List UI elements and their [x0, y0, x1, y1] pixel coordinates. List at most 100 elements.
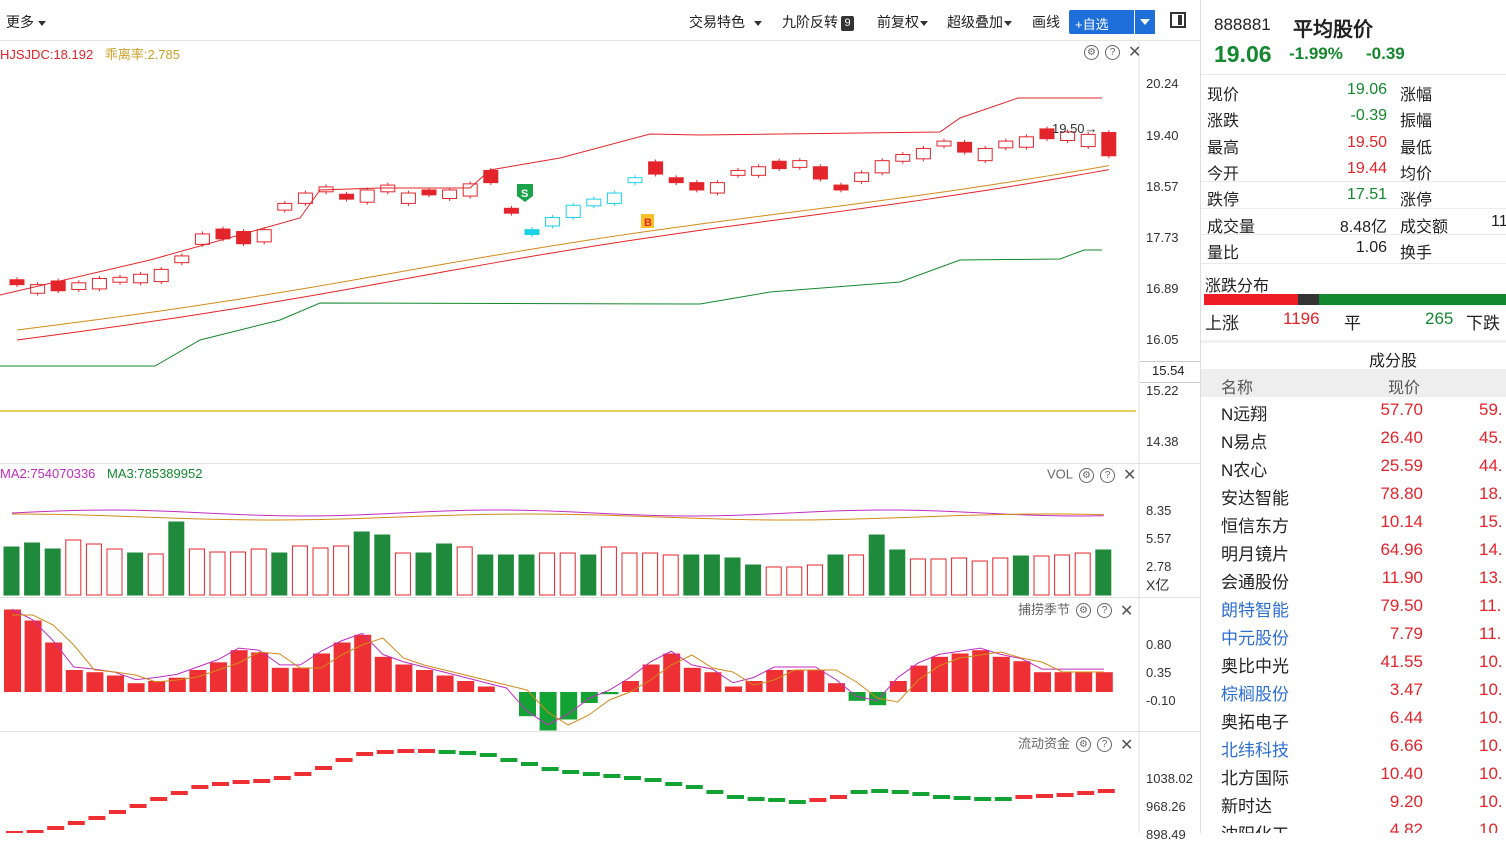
close-icon[interactable]: ✕: [1120, 602, 1134, 620]
season-bar: [601, 692, 619, 695]
list-item[interactable]: 棕榈股份 3.47 10.: [1201, 680, 1506, 708]
toggle-panel-icon[interactable]: [1170, 12, 1186, 28]
draw-line-button[interactable]: 画线: [1032, 12, 1060, 32]
season-line: [12, 614, 1104, 726]
quote-value: 19.50: [1346, 133, 1387, 151]
stock-name[interactable]: 中元股份: [1221, 629, 1289, 648]
flow-segment: [912, 792, 930, 796]
quote-label: 换手: [1400, 244, 1433, 262]
volume-bar: [1074, 552, 1091, 596]
flow-segment: [170, 791, 188, 795]
volume-bar: [3, 546, 20, 596]
chevron-down-icon: [920, 20, 928, 26]
draw-line-label: 画线: [1032, 14, 1060, 30]
adjust-menu[interactable]: 前复权: [877, 12, 928, 32]
help-icon[interactable]: ?: [1105, 44, 1120, 60]
list-item[interactable]: 奥比中光 41.55 10.: [1201, 652, 1506, 680]
stock-name: N远翔: [1221, 405, 1268, 424]
candle-body: [998, 140, 1014, 149]
candle-body: [174, 255, 190, 264]
flat-label: 平: [1344, 314, 1361, 333]
stock-price: 41.55: [1380, 652, 1423, 671]
quote-value: 19.44: [1346, 159, 1387, 177]
volume-bar: [703, 554, 720, 596]
list-item[interactable]: 奥拓电子 6.44 10.: [1201, 708, 1506, 736]
flow-segment: [438, 750, 456, 754]
list-item[interactable]: 新时达 9.20 10.: [1201, 792, 1506, 820]
volume-bar: [992, 557, 1009, 596]
add-watchlist-label: +自选: [1075, 17, 1109, 32]
stock-name[interactable]: 北纬科技: [1221, 741, 1289, 760]
season-bar: [354, 634, 372, 692]
add-watchlist-button[interactable]: +自选: [1069, 10, 1155, 34]
stock-name: 奥比中光: [1221, 657, 1289, 676]
overlay-menu[interactable]: 超级叠加: [947, 12, 1012, 32]
list-item[interactable]: 朗特智能 79.50 11.: [1201, 596, 1506, 624]
stock-change: 10.: [1479, 792, 1503, 811]
volume-bar: [951, 557, 968, 596]
add-watchlist-dropdown[interactable]: [1134, 10, 1155, 34]
up-label: 上涨: [1205, 314, 1239, 333]
quote-label: 现价: [1207, 87, 1240, 104]
settings-icon[interactable]: ⚙: [1076, 737, 1092, 753]
season-bar: [745, 681, 763, 692]
list-item[interactable]: 会通股份 11.90 13.: [1201, 568, 1506, 596]
list-item[interactable]: N远翔 57.70 59.: [1201, 400, 1506, 428]
nine-reverse-button[interactable]: 九阶反转 9: [782, 12, 854, 32]
settings-icon[interactable]: ⚙: [1076, 603, 1092, 619]
candle-body: [751, 166, 767, 176]
help-icon[interactable]: ?: [1100, 467, 1116, 483]
divider: [1201, 340, 1506, 343]
volume-bar: [477, 554, 494, 596]
distribution-up-fill: [1204, 294, 1298, 305]
y-tick-label: 2.78: [1146, 559, 1172, 574]
panel-divider: [0, 463, 1200, 464]
adjust-label: 前复权: [877, 14, 919, 30]
more-menu[interactable]: 更多: [6, 12, 46, 32]
stock-name[interactable]: 棕榈股份: [1221, 685, 1289, 704]
flow-segment: [871, 789, 889, 793]
season-bar: [828, 683, 845, 692]
close-icon[interactable]: ✕: [1128, 44, 1142, 61]
settings-icon[interactable]: ⚙: [1079, 467, 1095, 483]
help-icon[interactable]: ?: [1097, 737, 1113, 753]
close-icon[interactable]: ✕: [1123, 467, 1137, 484]
nine-badge-icon: 9: [841, 15, 854, 31]
volume-bar: [1095, 549, 1112, 596]
col-price-header[interactable]: 现价: [1388, 380, 1421, 397]
quote-value: 19.06: [1346, 81, 1387, 98]
list-item[interactable]: 沈阳化工 4.82 10.: [1201, 820, 1506, 833]
list-item[interactable]: 北方国际 10.40 10.: [1201, 764, 1506, 792]
stock-change: 13.: [1479, 568, 1503, 587]
flow-segment: [273, 776, 291, 780]
upper-band: [0, 97, 1102, 296]
candle-body: [133, 273, 149, 284]
chart-canvas[interactable]: SB: [0, 40, 1200, 833]
candle-body: [771, 160, 787, 170]
ma-line: [16, 169, 1109, 341]
list-item[interactable]: N农心 25.59 44.: [1201, 456, 1506, 484]
list-item[interactable]: N易点 26.40 45.: [1201, 428, 1506, 456]
list-item[interactable]: 恒信东方 10.14 15.: [1201, 512, 1506, 540]
stock-change: 18.: [1479, 484, 1503, 503]
help-icon[interactable]: ?: [1097, 603, 1113, 619]
volume-ma: [11, 509, 1104, 517]
trade-feature-menu[interactable]: 交易特色: [689, 12, 762, 32]
list-item[interactable]: 中元股份 7.79 11.: [1201, 624, 1506, 652]
stock-change: 10.: [1479, 764, 1503, 783]
stock-change: 10.: [1479, 736, 1503, 755]
list-item[interactable]: 安达智能 78.80 18.: [1201, 484, 1506, 512]
settings-icon[interactable]: ⚙: [1084, 44, 1099, 60]
col-name-header[interactable]: 名称: [1221, 380, 1254, 397]
list-item[interactable]: 北纬科技 6.66 10.: [1201, 736, 1506, 764]
candle-body: [648, 161, 664, 175]
list-item[interactable]: 明月镜片 64.96 14.: [1201, 540, 1506, 568]
stock-name[interactable]: 朗特智能: [1221, 601, 1289, 620]
flow-segment: [47, 826, 65, 830]
stock-name: 奥拓电子: [1221, 713, 1289, 732]
close-icon[interactable]: ✕: [1120, 736, 1134, 754]
season-bar: [168, 677, 186, 692]
main-panel-tools: ⚙? ✕: [1078, 42, 1141, 62]
flow-segment: [624, 776, 641, 780]
